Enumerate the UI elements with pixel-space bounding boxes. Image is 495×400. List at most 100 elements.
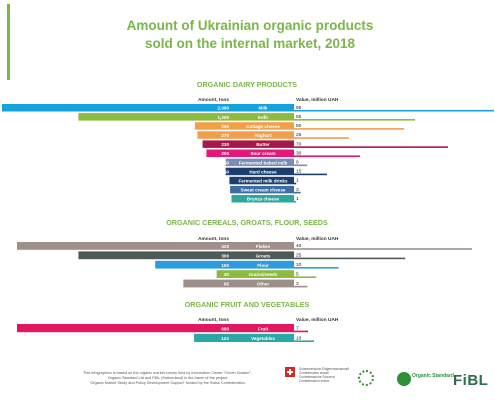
section-1-hard-cheese-amount-label: 50: [224, 169, 230, 174]
section-2-other-amount-bar: [183, 279, 232, 288]
section-2-flour-value-label: 10: [296, 262, 302, 268]
section-3-fruit-amount-label: 680: [221, 326, 229, 331]
page-title: Amount of Ukrainian organic products sol…: [60, 17, 440, 53]
section-1-hard-cheese-category-box: [232, 167, 294, 176]
section-1-fermented-baked-milk-amount-label: 50: [224, 160, 230, 165]
section-1-butter-amount-bar: [202, 140, 232, 148]
section-2-other-value-bar: [294, 285, 308, 288]
section-1-brynza-cheese-value-bar: [294, 200, 297, 203]
section-2-grains-seeds-category-label: Grains/seeds: [249, 272, 278, 277]
section-2-other-category-label: Other: [257, 282, 269, 287]
section-2-other-category-box: [232, 279, 294, 288]
section-1-yoghurt-value-label: 25: [296, 132, 302, 138]
section-1-milk-value-bar: [294, 109, 494, 112]
organic-standard-logo: Organic Standard: [412, 373, 454, 379]
section-2-flakes-value-label: 40: [296, 243, 302, 249]
section-1-sour-cream-amount-bar: [206, 149, 232, 157]
section-1-fermented-milk-drinks-category-label: Fermented milk drinks: [238, 179, 287, 184]
section-3-fruit-category-box: [232, 324, 294, 333]
section-2-flour-amount-label: 150: [221, 263, 229, 268]
footer-note: This infographics is based on the organi…: [60, 371, 275, 386]
section-2-value-header: Value, million UAH: [296, 236, 339, 242]
accent-bar: [7, 4, 10, 80]
section-1-sweet-cream-cheese-category-label: Sweet cream cheese: [241, 188, 286, 193]
section-1-fermented-milk-drinks-category-box: [232, 176, 294, 185]
section-1-cottage-cheese-amount-bar: [194, 122, 232, 130]
section-1-kefir-amount-bar: [78, 113, 233, 121]
section-1-butter-amount-label: 230: [221, 142, 229, 147]
section-1-kefir-category-box: [232, 113, 294, 121]
section-1-brynza-cheese-category-label: Brynza cheese: [247, 197, 280, 202]
section-1-hard-cheese-value-bar: [294, 173, 327, 176]
section-1-milk-category-label: Milk: [259, 106, 268, 111]
section-3-vegetables-value-bar: [294, 340, 314, 342]
section-2-grains-seeds-amount-bar: [216, 270, 232, 278]
section-1-sweet-cream-cheese-value-bar: [294, 191, 301, 194]
section-2-flakes-category-box: [232, 242, 294, 250]
title-line-2: sold on the internal market, 2018: [144, 36, 356, 51]
section-1-brynza-cheese-amount-label: 4: [226, 197, 229, 202]
section-1-title: ORGANIC DAIRY PRODUCTS: [197, 80, 297, 89]
section-3-fruit-value-bar: [294, 330, 308, 333]
section-3-vegetables-category-label: Vegetables: [251, 336, 275, 341]
section-1-fermented-baked-milk-category-box: [232, 158, 294, 167]
section-2-groats-amount-label: 300: [221, 253, 229, 258]
swiss-cross-logo: [285, 367, 295, 377]
organic-standard-logo-icon: [397, 372, 411, 386]
section-1-yoghurt-amount-bar: [197, 131, 232, 139]
section-2-groats-value-bar: [294, 257, 406, 260]
section-1-fermented-baked-milk-value-label: 6: [296, 160, 299, 166]
section-2-groats-category-label: Groats: [256, 253, 271, 258]
section-2-flakes-category-label: Flakes: [256, 244, 271, 249]
footer-line-2: Organic Standard Ltd and FiBL (Switzerla…: [107, 376, 228, 380]
section-1-brynza-cheese-category-box: [232, 195, 294, 203]
section-1-sweet-cream-cheese-category-box: [232, 185, 294, 194]
section-1-fermented-baked-milk-category-label: Fermented baked milk: [239, 160, 288, 165]
section-2-flour-amount-bar: [155, 260, 232, 269]
section-3-fruit-value-label: 7: [296, 326, 299, 332]
section-1-kefir-value-bar: [294, 119, 415, 121]
section-3-vegetables-category-box: [232, 333, 294, 342]
section-1-fermented-baked-milk-value-bar: [294, 164, 308, 167]
section-1-sour-cream-category-label: Sour cream: [250, 151, 275, 156]
section-1-hard-cheese-value-label: 15: [296, 169, 302, 175]
section-3-vegetables-amount-label: 12o: [221, 336, 229, 341]
section-1-kefir-value-label: 55: [296, 114, 302, 120]
section-2-flour-category-label: Flour: [257, 263, 269, 268]
section-3-amount-header: Amount, tons: [198, 317, 229, 323]
section-1-brynza-cheese-value-label: 1: [296, 196, 299, 202]
section-1-cottage-cheese-value-label: 50: [296, 123, 302, 129]
section-2-flakes-amount-label: 420: [221, 244, 229, 249]
section-1-butter-value-label: 70: [296, 141, 302, 147]
section-1-fermented-milk-drinks-amount-label: 20: [224, 179, 230, 184]
footer-line-3: “Organic Market Study and Policy Develop…: [89, 381, 246, 385]
section-2-grains-seeds-value-bar: [294, 276, 317, 278]
section-1-brynza-cheese-amount-bar: [231, 195, 232, 203]
section-1-sour-cream-value-bar: [294, 155, 360, 157]
section-1-yoghurt-amount-label: 270: [221, 133, 229, 138]
section-1-value-header: Value, million UAH: [296, 97, 339, 103]
section-1-amount-header: Amount, tons: [198, 97, 229, 103]
section-2-flakes-amount-bar: [17, 242, 232, 250]
section-1-sweet-cream-cheese-value-label: 3: [296, 187, 299, 193]
section-2-flour-category-box: [232, 260, 294, 269]
section-2-flour-value-bar: [294, 267, 339, 269]
section-1-hard-cheese-category-label: Hard cheese: [249, 169, 277, 174]
section-2-groats-category-box: [232, 251, 294, 260]
swiss-confederation-text: Schweizerische Eidgenossenschaft Confédé…: [299, 367, 349, 383]
section-3-value-header: Value, million UAH: [296, 317, 339, 323]
section-2-grains-seeds-value-label: 5: [296, 271, 299, 277]
section-1-butter-category-box: [232, 140, 294, 148]
section-1-fermented-milk-drinks-value-bar: [294, 182, 297, 185]
section-1-kefir-category-label: Kefir: [258, 115, 269, 120]
section-2-other-amount-label: 95: [224, 282, 230, 287]
section-1-fermented-baked-milk-amount-bar: [225, 158, 232, 167]
section-2-title: ORGANIC CEREALS, GROATS, FLOUR, SEEDS: [166, 218, 328, 227]
section-1-sour-cream-amount-label: 200: [221, 151, 229, 156]
section-2-groats-value-label: 25: [296, 253, 302, 259]
section-1-cottage-cheese-category-box: [232, 122, 294, 130]
section-2-groats-amount-bar: [78, 251, 232, 260]
green-dossier-logo: [358, 370, 374, 386]
section-3-vegetables-amount-bar: [194, 333, 232, 342]
